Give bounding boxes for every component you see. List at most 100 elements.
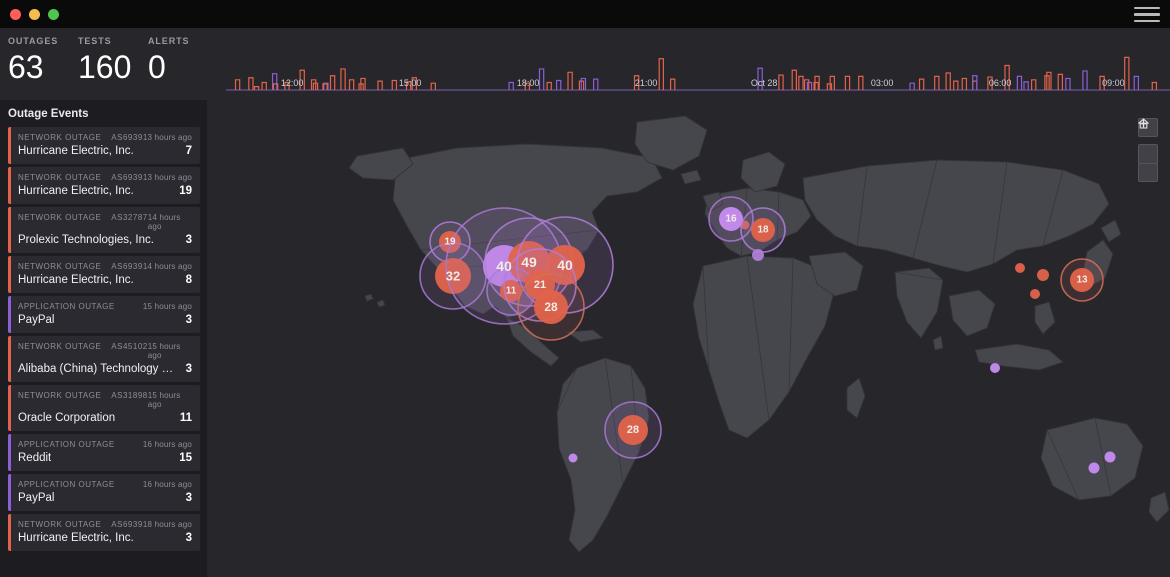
outage-event-item[interactable]: APPLICATION OUTAGE 15 hours ago PayPal 3 bbox=[8, 296, 200, 333]
timeline-tick-label: 06:00 bbox=[988, 78, 1012, 88]
home-icon bbox=[1138, 118, 1149, 129]
event-provider-name: Prolexic Technologies, Inc. bbox=[18, 234, 154, 246]
stat-value: 0 bbox=[148, 49, 166, 85]
outage-events-sidebar: Outage Events NETWORK OUTAGE AS6939 13 hou… bbox=[0, 100, 207, 577]
event-name-row: Hurricane Electric, Inc. 7 bbox=[18, 145, 192, 157]
stat-label: TESTS bbox=[78, 36, 112, 46]
event-name-row: Hurricane Electric, Inc. 8 bbox=[18, 274, 192, 286]
event-severity-accent bbox=[8, 167, 11, 204]
event-meta-row: APPLICATION OUTAGE 16 hours ago bbox=[18, 440, 192, 449]
hamburger-menu-icon[interactable] bbox=[1134, 7, 1160, 22]
outage-event-item[interactable]: NETWORK OUTAGE AS6939 13 hours ago Hurrican… bbox=[8, 127, 200, 164]
zoom-out-button[interactable] bbox=[1138, 122, 1158, 182]
outage-event-item[interactable]: NETWORK OUTAGE AS45102 15 hours ago Alibaba… bbox=[8, 336, 200, 382]
event-kind: NETWORK OUTAGE bbox=[18, 213, 102, 222]
event-kind: APPLICATION OUTAGE bbox=[18, 480, 115, 489]
stats-group: OUTAGES 63 TESTS 160 ALERTS 0 bbox=[0, 28, 218, 100]
event-meta-row: APPLICATION OUTAGE 16 hours ago bbox=[18, 480, 192, 489]
timeline-tick-label: Oct 28 bbox=[750, 78, 778, 88]
outage-event-list[interactable]: NETWORK OUTAGE AS6939 13 hours ago Hurrican… bbox=[0, 127, 207, 551]
minus-icon bbox=[1139, 122, 1148, 125]
timeline-tick-label: 18:00 bbox=[516, 78, 540, 88]
stat-value: 63 bbox=[8, 49, 44, 85]
event-name-row: Reddit 15 bbox=[18, 452, 192, 464]
event-meta-row: APPLICATION OUTAGE 15 hours ago bbox=[18, 302, 192, 311]
event-asn: AS32787 bbox=[111, 213, 148, 222]
event-meta-row: NETWORK OUTAGE AS31898 15 hours ago bbox=[18, 391, 192, 409]
event-name-row: PayPal 3 bbox=[18, 492, 192, 504]
window-title-bar bbox=[0, 0, 1170, 28]
zoom-in-button[interactable] bbox=[1138, 119, 1158, 163]
event-timestamp: 15 hours ago bbox=[147, 391, 181, 409]
event-timestamp: 13 hours ago bbox=[142, 173, 192, 182]
event-kind: NETWORK OUTAGE bbox=[18, 342, 102, 351]
event-provider-name: Alibaba (China) Technology C… bbox=[18, 363, 178, 375]
stat-outages: OUTAGES 63 bbox=[8, 28, 78, 100]
map-zoom-controls[interactable] bbox=[1138, 118, 1158, 182]
dashboard-header: OUTAGES 63 TESTS 160 ALERTS 0 12:00 15:00 18:00… bbox=[0, 28, 1170, 100]
event-asn: AS6939 bbox=[111, 133, 143, 142]
outage-event-item[interactable]: NETWORK OUTAGE AS32787 14 hours ago Prolexi… bbox=[8, 207, 200, 253]
event-timestamp: 14 hours ago bbox=[147, 213, 181, 231]
event-count: 7 bbox=[185, 145, 192, 157]
event-asn: AS6939 bbox=[111, 262, 143, 271]
stat-label: OUTAGES bbox=[8, 36, 59, 46]
outage-event-item[interactable]: NETWORK OUTAGE AS6939 14 hours ago Hurrican… bbox=[8, 256, 200, 293]
outage-event-item[interactable]: APPLICATION OUTAGE 16 hours ago Reddit 15 bbox=[8, 434, 200, 471]
event-severity-accent bbox=[8, 127, 11, 164]
maximize-window-button[interactable] bbox=[48, 8, 59, 20]
outage-timeline-chart[interactable]: 12:00 15:00 18:00 21:00 Oct 28 03:00 06:00 09:0… bbox=[226, 28, 1170, 100]
world-map-svg bbox=[348, 115, 1170, 553]
event-provider-name: Hurricane Electric, Inc. bbox=[18, 532, 134, 544]
event-provider-name: Hurricane Electric, Inc. bbox=[18, 145, 134, 157]
timeline-axis-labels: 12:00 15:00 18:00 21:00 Oct 28 03:00 06:00 09:0… bbox=[226, 78, 1170, 92]
event-provider-name: Hurricane Electric, Inc. bbox=[18, 274, 134, 286]
event-asn: AS6939 bbox=[111, 520, 143, 529]
event-count: 3 bbox=[185, 363, 192, 375]
event-provider-name: Oracle Corporation bbox=[18, 412, 116, 424]
event-severity-accent bbox=[8, 336, 11, 382]
event-timestamp: 14 hours ago bbox=[142, 262, 192, 271]
stat-label: ALERTS bbox=[148, 36, 190, 46]
event-name-row: Hurricane Electric, Inc. 3 bbox=[18, 532, 192, 544]
event-asn: AS31898 bbox=[111, 391, 148, 400]
timeline-svg bbox=[226, 56, 1170, 91]
event-asn: AS45102 bbox=[111, 342, 148, 351]
event-provider-name: Hurricane Electric, Inc. bbox=[18, 185, 134, 197]
minimize-window-button[interactable] bbox=[29, 8, 40, 20]
event-provider-name: PayPal bbox=[18, 492, 55, 504]
window-traffic-lights bbox=[0, 8, 59, 20]
event-kind: APPLICATION OUTAGE bbox=[18, 302, 115, 311]
event-asn: AS6939 bbox=[111, 173, 143, 182]
event-count: 19 bbox=[179, 185, 192, 197]
stat-tests: TESTS 160 bbox=[78, 28, 148, 100]
event-count: 3 bbox=[185, 234, 192, 246]
event-meta-row: NETWORK OUTAGE AS45102 15 hours ago bbox=[18, 342, 192, 360]
zoom-button-group[interactable] bbox=[1138, 119, 1158, 182]
event-count: 8 bbox=[185, 274, 192, 286]
outage-event-item[interactable]: NETWORK OUTAGE AS6939 13 hours ago Hurrican… bbox=[8, 167, 200, 204]
event-kind: APPLICATION OUTAGE bbox=[18, 440, 115, 449]
event-name-row: PayPal 3 bbox=[18, 314, 192, 326]
close-window-button[interactable] bbox=[10, 8, 21, 20]
event-timestamp: 16 hours ago bbox=[142, 440, 192, 449]
event-timestamp: 13 hours ago bbox=[142, 133, 192, 142]
event-name-row: Oracle Corporation 11 bbox=[18, 412, 192, 424]
outage-event-item[interactable]: NETWORK OUTAGE AS6939 18 hours ago Hurrican… bbox=[8, 514, 200, 551]
event-count: 15 bbox=[179, 452, 192, 464]
timeline-tick-label: 03:00 bbox=[870, 78, 894, 88]
world-outage-map[interactable]: 19 32 40 49 40 11 21 28 16 18 13 28 bbox=[207, 100, 1170, 577]
timeline-tick-label: 12:00 bbox=[280, 78, 304, 88]
event-kind: NETWORK OUTAGE bbox=[18, 262, 102, 271]
sidebar-title: Outage Events bbox=[8, 108, 89, 120]
event-severity-accent bbox=[8, 296, 11, 333]
timeline-tick-label: 15:00 bbox=[398, 78, 422, 88]
outage-event-item[interactable]: NETWORK OUTAGE AS31898 15 hours ago Oracle … bbox=[8, 385, 200, 431]
event-timestamp: 16 hours ago bbox=[142, 480, 192, 489]
event-name-row: Alibaba (China) Technology C… 3 bbox=[18, 363, 192, 375]
event-meta-row: NETWORK OUTAGE AS32787 14 hours ago bbox=[18, 213, 192, 231]
event-severity-accent bbox=[8, 474, 11, 511]
outage-event-item[interactable]: APPLICATION OUTAGE 16 hours ago PayPal 3 bbox=[8, 474, 200, 511]
event-severity-accent bbox=[8, 256, 11, 293]
